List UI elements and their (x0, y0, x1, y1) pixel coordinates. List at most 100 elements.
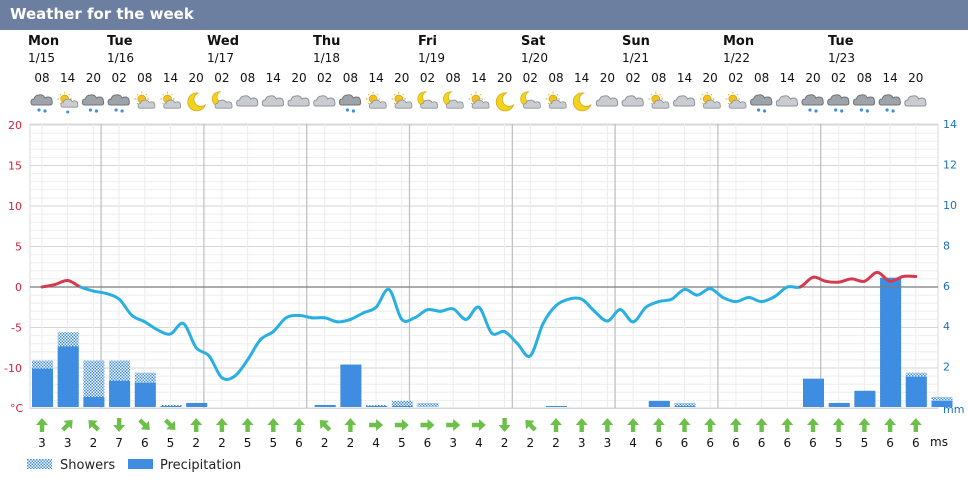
temperature-tick-label: 10 (8, 200, 22, 213)
temperature-segment (207, 354, 224, 380)
hour-label: 02 (831, 71, 846, 85)
moon-icon (187, 92, 206, 112)
wind-row: 3 3 2 7 6 5 2 2 5 5 6 2 2 4 5 6 3 4 2 2 2 3 3 4 6 6 6 6 6 6 6 5 5 6 6 (36, 418, 922, 450)
wind-speed: 2 (192, 436, 200, 450)
showers-bar (391, 400, 413, 407)
temperature-tick-label: -10 (4, 362, 22, 375)
precipitation-tick-label: 2 (943, 361, 950, 374)
temperature-segment (528, 321, 545, 358)
rain-cloud-icon (30, 94, 53, 113)
wind-arrow-icon (241, 418, 254, 432)
hour-label: 02 (728, 71, 743, 85)
rain-cloud-icon (801, 94, 824, 113)
day-name: Fri (418, 34, 437, 49)
wind-arrow-icon (61, 420, 73, 432)
partly-cloudy-icon (159, 91, 182, 109)
moon-icon (495, 92, 515, 112)
precipitation-bar (366, 405, 388, 407)
hour-label: 20 (600, 71, 615, 85)
day-date: 1/21 (622, 51, 649, 65)
precipitation-bar (57, 346, 79, 407)
wind-unit-label: ms (930, 435, 948, 449)
wind-speed: 6 (732, 436, 740, 450)
temperature-tick-label: -5 (11, 322, 22, 335)
legend-precipitation-swatch (128, 459, 153, 469)
partly-cloudy-icon (391, 91, 413, 109)
wind-arrow-icon (163, 418, 176, 430)
wind-speed: 6 (783, 436, 791, 450)
hour-label: 14 (471, 71, 486, 85)
temperature-segment (567, 296, 584, 301)
wind-speed: 6 (758, 436, 766, 450)
precipitation-bar (648, 400, 670, 407)
wind-speed: 6 (886, 436, 894, 450)
wind-arrow-icon (550, 418, 562, 432)
wind-arrow-icon (627, 418, 640, 432)
precipitation-bar (109, 380, 131, 407)
weather-chart: 20 15 10 5 0 -5 -10 14 12 10 8 6 4 2 °C mm Mon 1/15 Tu… (4, 34, 964, 473)
wind-speed: 2 (501, 436, 509, 450)
hour-label: 02 (523, 71, 538, 85)
precipitation-tick-label: 4 (943, 320, 950, 333)
temperature-segment (117, 297, 134, 317)
wind-speed: 3 (64, 436, 72, 450)
wind-speed: 3 (604, 436, 612, 450)
wind-speed: 6 (424, 436, 432, 450)
legend-precipitation-label: Precipitation (160, 458, 241, 473)
hour-label: 14 (60, 71, 75, 85)
hour-label: 08 (857, 71, 872, 85)
day-name: Tue (107, 34, 133, 49)
hour-label: 02 (317, 71, 332, 85)
wind-speed: 3 (449, 436, 457, 450)
temperature-segment (233, 358, 250, 378)
hour-label: 14 (780, 71, 795, 85)
wind-speed: 3 (38, 436, 46, 450)
wind-speed: 5 (861, 436, 869, 450)
wind-arrow-icon (138, 418, 150, 430)
cloudy-moon-icon (211, 91, 233, 109)
wind-arrow-icon (652, 418, 665, 432)
wind-arrow-icon (704, 418, 717, 432)
wind-arrow-icon (267, 418, 280, 432)
hour-label: 20 (497, 71, 512, 85)
precipitation-bar (880, 277, 902, 407)
day-date: 1/18 (313, 51, 340, 65)
temperature-tick-label: 15 (8, 160, 22, 173)
wind-speed: 6 (655, 436, 663, 450)
partly-cloudy-icon (365, 91, 387, 109)
temperature-segment (503, 330, 519, 346)
wind-speed: 4 (629, 436, 637, 450)
precipitation-bars (32, 277, 953, 407)
day-name: Tue (828, 34, 854, 49)
moon-icon (572, 92, 592, 112)
day-name: Mon (28, 34, 59, 49)
precipitation-bar (803, 378, 824, 407)
hour-label: 20 (86, 71, 101, 85)
hour-label: 14 (163, 71, 178, 85)
partly-cloudy-icon (725, 91, 747, 109)
hour-label: 02 (111, 71, 126, 85)
partly-cloudy-icon (648, 91, 670, 109)
hour-label: 08 (240, 71, 255, 85)
hour-label: 02 (420, 71, 435, 85)
wind-arrow-icon (525, 420, 537, 432)
wind-speed: 6 (809, 436, 817, 450)
partly-cloudy-rain-icon (56, 91, 79, 114)
wind-speed: 5 (167, 436, 175, 450)
wind-speed: 7 (115, 436, 123, 450)
day-name: Sat (521, 34, 545, 49)
precipitation-bar (340, 364, 362, 407)
hour-label: 20 (291, 71, 306, 85)
temperature-segment (824, 279, 841, 284)
wind-arrow-icon (601, 418, 614, 432)
wind-arrow-icon (394, 419, 409, 431)
hour-label: 08 (343, 71, 358, 85)
temperature-axis: 20 15 10 5 0 -5 -10 (4, 119, 22, 375)
wind-arrow-icon (369, 419, 384, 431)
precipitation-bar (931, 400, 953, 407)
day-date: 1/20 (521, 51, 548, 65)
legend: Showers Precipitation (27, 458, 241, 473)
cloudy-moon-icon (520, 91, 541, 109)
wind-arrow-icon (832, 418, 845, 432)
cloud-icon (621, 95, 644, 107)
